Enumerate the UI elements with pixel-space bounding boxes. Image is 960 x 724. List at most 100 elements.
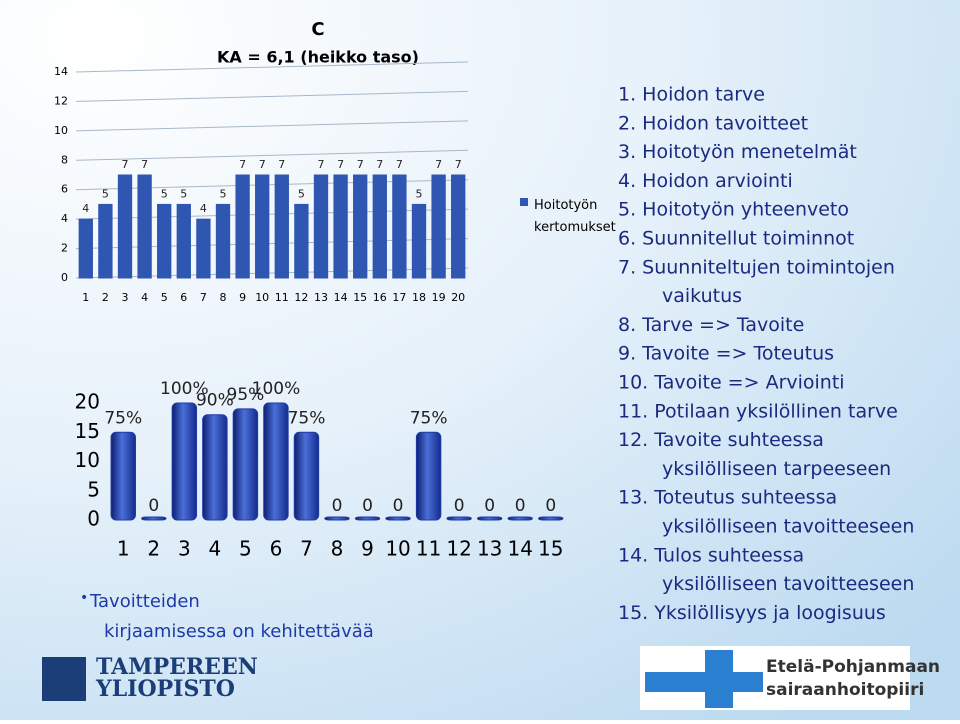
data-label: 7 xyxy=(278,158,285,171)
data-label: 7 xyxy=(396,158,403,171)
data-label: 5 xyxy=(220,187,227,200)
x-tick-label: 9 xyxy=(361,537,374,561)
data-label: 4 xyxy=(82,202,89,215)
list-item: 12. Tavoite suhteessa xyxy=(618,429,824,451)
grid-line xyxy=(75,149,469,161)
x-tick-label: 12 xyxy=(294,291,308,304)
bullet-marker: • xyxy=(80,590,88,606)
logo-left: TAMPEREEN YLIOPISTO xyxy=(42,654,258,702)
list-item: 8. Tarve => Tavoite xyxy=(618,314,804,336)
y-tick-label: 5 xyxy=(87,477,100,501)
bar xyxy=(333,174,348,279)
list-item: yksilölliseen tarpeeseen xyxy=(662,458,891,480)
data-label: 100% xyxy=(160,379,209,399)
list-item: 15. Yksilöllisyys ja loogisuus xyxy=(618,602,886,624)
bar xyxy=(313,174,329,279)
x-tick-label: 11 xyxy=(275,291,289,304)
legend-label: Hoitotyön kertomukset xyxy=(534,198,616,235)
data-label: 0 xyxy=(454,496,465,516)
x-tick-label: 1 xyxy=(117,537,130,561)
logo-cross xyxy=(645,650,763,708)
data-label: 100% xyxy=(252,379,301,399)
x-tick-label: 16 xyxy=(373,291,387,304)
x-tick-label: 15 xyxy=(353,291,367,304)
bar xyxy=(137,174,152,279)
x-tick-label: 17 xyxy=(392,291,406,304)
x-tick-label: 19 xyxy=(432,291,446,304)
bar xyxy=(235,174,250,279)
x-tick-label: 12 xyxy=(446,537,471,561)
list-item: 2. Hoidon tavoitteet xyxy=(618,112,808,134)
data-label: 0 xyxy=(332,496,343,516)
x-tick-label: 11 xyxy=(416,537,441,561)
bar xyxy=(476,516,503,521)
bar xyxy=(411,203,427,279)
x-tick-label: 3 xyxy=(178,537,191,561)
x-tick-label: 2 xyxy=(147,537,160,561)
y-tick-label: 0 xyxy=(87,507,100,531)
data-label: 7 xyxy=(141,158,148,171)
bar xyxy=(294,203,309,279)
data-label: 95% xyxy=(227,385,265,405)
bar xyxy=(117,174,133,279)
bar xyxy=(293,431,320,521)
list-item: yksilölliseen tavoitteeseen xyxy=(662,516,914,538)
logo-text: YLIOPISTO xyxy=(95,676,235,702)
data-label: 7 xyxy=(376,158,383,171)
x-tick-label: 1 xyxy=(82,291,89,304)
bar xyxy=(415,431,442,521)
x-tick-label: 5 xyxy=(239,537,252,561)
y-tick-label: 14 xyxy=(54,65,68,78)
data-label: 5 xyxy=(416,187,423,200)
bullet-text: kirjaamisessa on kehitettävää xyxy=(104,621,374,642)
chart-subtitle: KA = 6,1 (heikko taso) xyxy=(217,48,419,67)
y-tick-label: 8 xyxy=(61,153,68,166)
bar xyxy=(372,174,387,279)
x-tick-label: 13 xyxy=(477,537,502,561)
bar xyxy=(171,402,198,521)
list-item: 5. Hoitotyön yhteenveto xyxy=(618,199,849,221)
x-tick-label: 15 xyxy=(538,537,563,561)
list-item: 9. Tavoite => Toteutus xyxy=(618,343,834,365)
bar xyxy=(157,203,172,279)
logo-text: Etelä-Pohjanmaan xyxy=(766,657,940,677)
x-tick-label: 6 xyxy=(270,537,283,561)
x-tick-label: 18 xyxy=(412,291,426,304)
bar xyxy=(110,431,136,521)
x-tick-label: 5 xyxy=(161,291,168,304)
bar xyxy=(324,516,350,521)
data-label: 75% xyxy=(288,408,326,428)
x-tick-label: 20 xyxy=(451,291,465,304)
data-label: 7 xyxy=(337,158,344,171)
list-item: 3. Hoitotyön menetelmät xyxy=(618,141,857,163)
data-label: 0 xyxy=(484,496,495,516)
bar xyxy=(392,174,407,279)
x-tick-label: 7 xyxy=(300,537,313,561)
data-label: 5 xyxy=(180,187,187,200)
grid-line xyxy=(75,120,469,132)
logo-text: sairaanhoitopiiri xyxy=(766,680,924,700)
bar xyxy=(538,516,564,521)
data-label: 7 xyxy=(357,158,364,171)
x-tick-label: 10 xyxy=(255,291,269,304)
bar xyxy=(176,203,191,279)
y-tick-label: 4 xyxy=(61,212,68,225)
list-item: 14. Tulos suhteessa xyxy=(618,544,804,566)
bar xyxy=(263,402,289,521)
bar xyxy=(446,516,472,521)
y-tick-label: 20 xyxy=(75,390,100,414)
x-tick-label: 8 xyxy=(331,537,344,561)
legend-swatch xyxy=(520,198,528,206)
list-item: 7. Suunniteltujen toimintojen xyxy=(618,256,895,278)
bar xyxy=(353,174,368,279)
x-tick-label: 10 xyxy=(385,537,410,561)
data-label: 7 xyxy=(435,158,442,171)
list-item: 1. Hoidon tarve xyxy=(618,84,765,106)
list-item: 4. Hoidon arviointi xyxy=(618,170,793,192)
bar xyxy=(215,203,231,279)
chart-title: C xyxy=(311,19,324,40)
x-tick-label: 13 xyxy=(314,291,328,304)
data-label: 0 xyxy=(393,496,404,516)
data-label: 75% xyxy=(410,408,448,428)
data-label: 5 xyxy=(102,187,109,200)
